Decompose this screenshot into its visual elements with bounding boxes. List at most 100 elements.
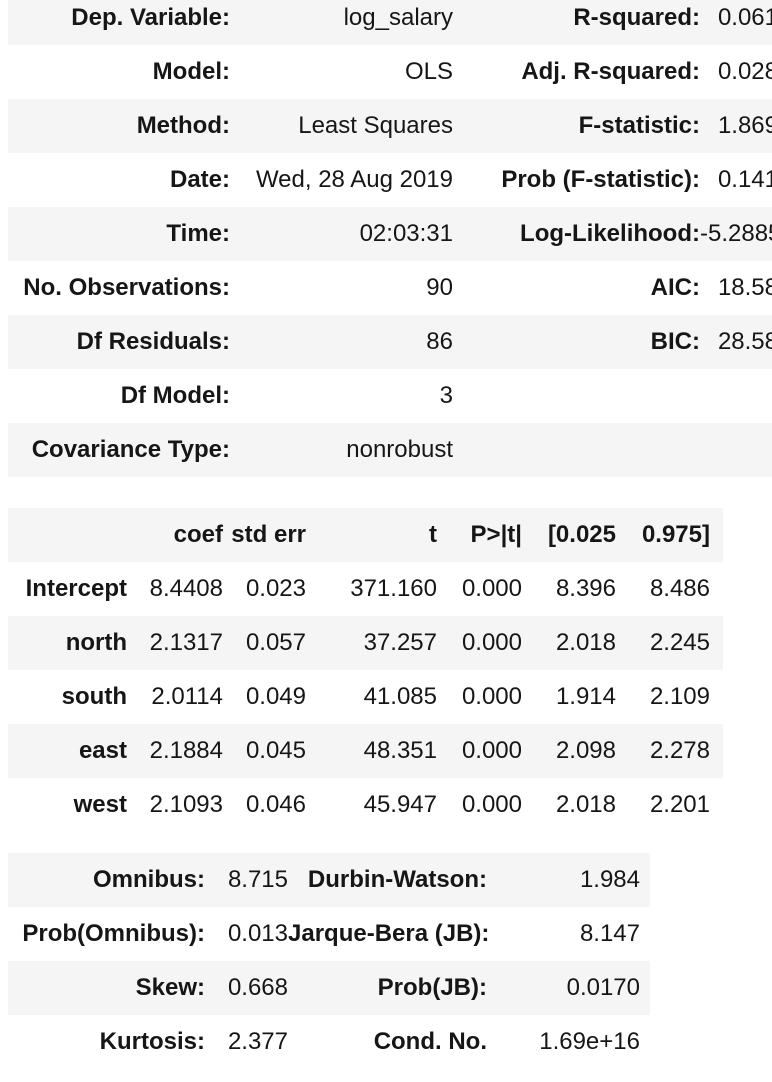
- coef-row-label: south: [61, 683, 127, 710]
- stat-label: Skew:: [8, 961, 205, 1015]
- stat-value: log_salary: [230, 0, 453, 45]
- p-value: 0.000: [461, 791, 522, 818]
- stat-value: 0.061: [700, 0, 772, 45]
- std-err-value: 0.045: [223, 724, 306, 778]
- ci-high-value: 2.109: [649, 683, 710, 710]
- stat-value: 0.0170: [487, 961, 650, 1015]
- coef-row: east 2.1884 0.045 48.351 0.000 2.098 2.2…: [8, 724, 723, 778]
- ci-high-value: 8.486: [649, 575, 710, 602]
- stat-value: 8.147: [579, 920, 640, 947]
- summary-row: Model: OLS Adj. R-squared: 0.028: [8, 45, 772, 99]
- t-value: 371.160: [350, 575, 437, 602]
- stat-label: Dep. Variable:: [8, 0, 230, 45]
- stat-value: 2.377: [227, 1028, 288, 1055]
- coef-header: coef: [127, 508, 223, 562]
- stat-value: 28.58: [700, 315, 772, 369]
- coef-row: north 2.1317 0.057 37.257 0.000 2.018 2.…: [8, 616, 723, 670]
- coef-value: 8.4408: [149, 575, 223, 602]
- coef-row: west 2.1093 0.046 45.947 0.000 2.018 2.2…: [8, 778, 723, 832]
- stat-label: Prob (F-statistic):: [501, 166, 700, 193]
- coef-row-label: west: [73, 791, 127, 818]
- stat-label: [453, 369, 700, 423]
- stat-value: 1.869: [700, 99, 772, 153]
- ci-low-value: 2.018: [555, 791, 616, 818]
- stat-label: Log-Likelihood:: [453, 207, 700, 261]
- coef-header: t: [306, 508, 437, 562]
- ci-high-value: 2.201: [649, 791, 710, 818]
- model-summary-table: Dep. Variable: log_salary R-squared: 0.0…: [8, 0, 772, 477]
- stat-value: -5.2885: [700, 207, 772, 261]
- ci-low-value: 2.098: [522, 724, 616, 778]
- stat-value: nonrobust: [230, 423, 453, 477]
- stat-value: 0.028: [717, 58, 772, 85]
- summary-row: Df Model: 3: [8, 369, 772, 423]
- stat-value: Wed, 28 Aug 2019: [255, 166, 453, 193]
- stat-label: Date:: [169, 166, 230, 193]
- stat-value: [700, 369, 772, 423]
- stat-label: Time:: [8, 207, 230, 261]
- stat-label: Prob(Omnibus):: [22, 920, 205, 947]
- stat-label: Model:: [152, 58, 230, 85]
- diagnostics-row: Prob(Omnibus): 0.013 Jarque-Bera (JB): 8…: [8, 907, 650, 961]
- stat-label: Kurtosis:: [99, 1028, 205, 1055]
- stat-label: AIC:: [650, 274, 700, 301]
- p-value: 0.000: [461, 575, 522, 602]
- stat-value: 0.013: [227, 920, 288, 947]
- stat-value: Least Squares: [230, 99, 453, 153]
- stat-value: 90: [426, 274, 453, 301]
- diagnostics-row: Kurtosis: 2.377 Cond. No. 1.69e+16: [8, 1015, 650, 1069]
- stat-label: Omnibus:: [8, 853, 205, 907]
- coef-value: 2.0114: [151, 683, 223, 710]
- summary-row: Dep. Variable: log_salary R-squared: 0.0…: [8, 0, 772, 45]
- stat-label: No. Observations:: [23, 274, 230, 301]
- stat-value: [700, 423, 772, 477]
- t-value: 41.085: [363, 683, 437, 710]
- coef-row-label: north: [8, 616, 127, 670]
- stat-value: 18.58: [717, 274, 772, 301]
- stat-label: Df Model:: [120, 382, 230, 409]
- stat-label: F-statistic:: [453, 99, 700, 153]
- stat-value: 8.715: [205, 853, 288, 907]
- stat-value: 0.668: [205, 961, 288, 1015]
- std-err-value: 0.057: [223, 616, 306, 670]
- diagnostics-row: Omnibus: 8.715 Durbin-Watson: 1.984: [8, 853, 650, 907]
- std-err-value: 0.046: [245, 791, 306, 818]
- ci-low-value: 8.396: [555, 575, 616, 602]
- coef-header: [0.025: [522, 508, 616, 562]
- coef-header-row: coef std err t P>|t| [0.025 0.975]: [8, 508, 723, 562]
- p-value: 0.000: [437, 616, 522, 670]
- summary-row: No. Observations: 90 AIC: 18.58: [8, 261, 772, 315]
- stat-label: R-squared:: [453, 0, 700, 45]
- ci-low-value: 1.914: [555, 683, 616, 710]
- coef-value: 2.1317: [127, 616, 223, 670]
- stat-value: 1.69e+16: [539, 1028, 640, 1055]
- summary-row: Method: Least Squares F-statistic: 1.869: [8, 99, 772, 153]
- stat-value: 0.141: [717, 166, 772, 193]
- stat-value: 02:03:31: [230, 207, 453, 261]
- summary-row: Date: Wed, 28 Aug 2019 Prob (F-statistic…: [8, 153, 772, 207]
- stat-value: OLS: [404, 58, 453, 85]
- diagnostics-row: Skew: 0.668 Prob(JB): 0.0170: [8, 961, 650, 1015]
- stat-value: 1.984: [487, 853, 650, 907]
- stat-label: Cond. No.: [373, 1028, 487, 1055]
- stat-label: Covariance Type:: [8, 423, 230, 477]
- std-err-value: 0.023: [245, 575, 306, 602]
- coef-header: P>|t|: [437, 508, 522, 562]
- t-value: 48.351: [306, 724, 437, 778]
- stat-label: BIC:: [453, 315, 700, 369]
- stat-label: Method:: [8, 99, 230, 153]
- coefficients-table: coef std err t P>|t| [0.025 0.975] Inter…: [8, 508, 723, 832]
- coef-row: south 2.0114 0.049 41.085 0.000 1.914 2.…: [8, 670, 723, 724]
- ci-high-value: 2.245: [616, 616, 723, 670]
- ci-high-value: 2.278: [616, 724, 723, 778]
- summary-row: Covariance Type: nonrobust: [8, 423, 772, 477]
- stat-label: Df Residuals:: [8, 315, 230, 369]
- stat-label: [453, 423, 700, 477]
- stat-label: Adj. R-squared:: [521, 58, 700, 85]
- coef-row-label: east: [8, 724, 127, 778]
- ci-low-value: 2.018: [522, 616, 616, 670]
- coef-row: Intercept 8.4408 0.023 371.160 0.000 8.3…: [8, 562, 723, 616]
- coef-header: 0.975]: [616, 508, 723, 562]
- t-value: 45.947: [363, 791, 437, 818]
